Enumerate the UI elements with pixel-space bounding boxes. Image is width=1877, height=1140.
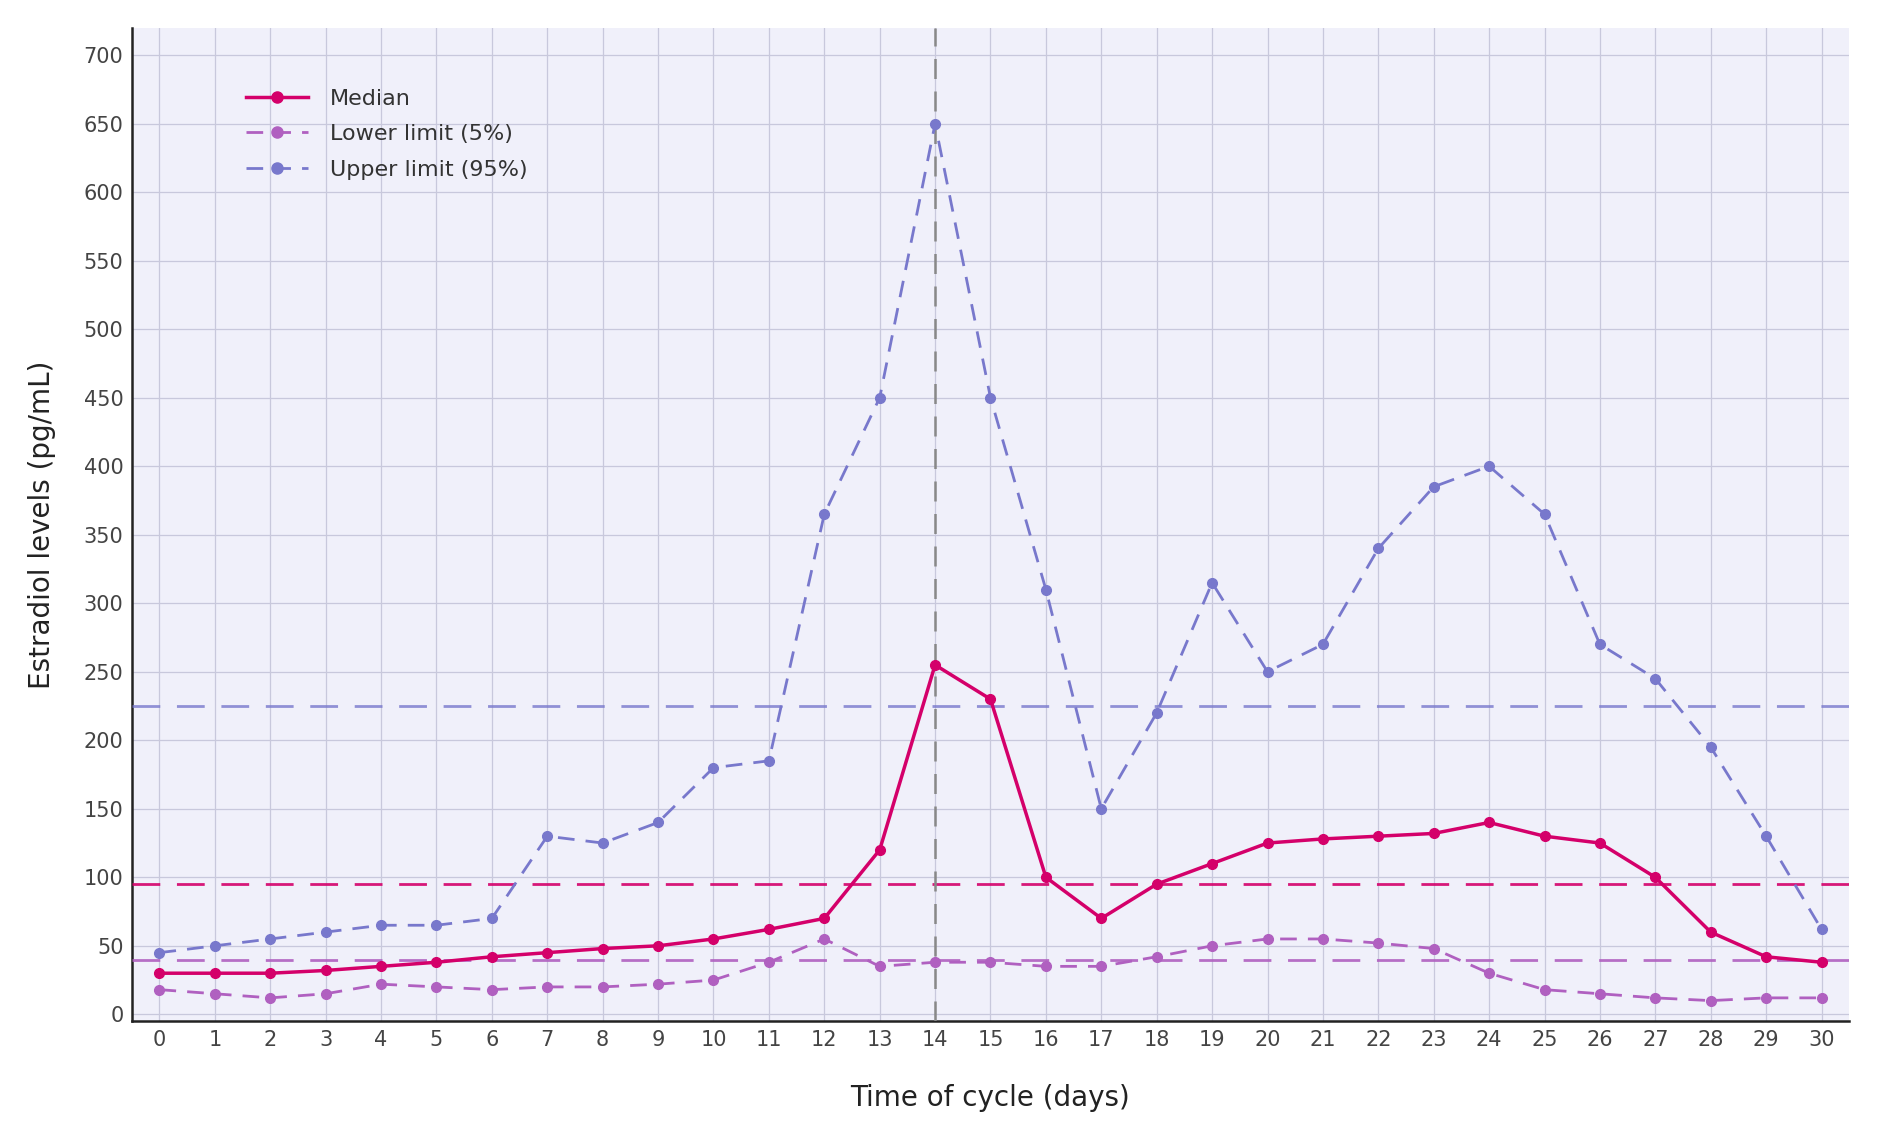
Y-axis label: Estradiol levels (pg/mL): Estradiol levels (pg/mL): [28, 360, 56, 689]
X-axis label: Time of cycle (days): Time of cycle (days): [850, 1084, 1130, 1113]
Legend: Median, Lower limit (5%), Upper limit (95%): Median, Lower limit (5%), Upper limit (9…: [246, 89, 527, 180]
